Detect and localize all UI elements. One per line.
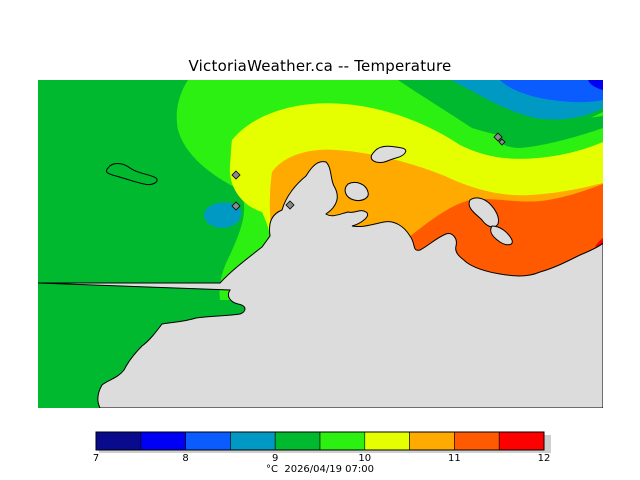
colorbar-tick-label: 10 (358, 453, 372, 464)
colorbar-tick-label: 7 (92, 453, 100, 464)
temp-band-8.5-9-west (204, 202, 242, 228)
temp-band-9-9.5-northeast (499, 116, 603, 148)
page-title: VictoriaWeather.ca -- Temperature (188, 57, 452, 75)
temp-band-8-8.5-north (500, 80, 603, 103)
peninsula-outline (344, 181, 369, 201)
colorbar-bin-8 (454, 431, 500, 451)
inlet-outline-southeast (490, 225, 513, 246)
island-outline-west (105, 163, 158, 185)
inlet-outline-east (468, 197, 499, 228)
colorbar-bin-6 (364, 431, 410, 451)
colorbar-bin-7 (409, 431, 455, 451)
station-marker-secondary[interactable] (498, 138, 506, 146)
colorbar-tick-label: 8 (182, 453, 189, 464)
colorbar-border (95, 431, 545, 451)
colorbar-tick-label: 11 (448, 453, 461, 464)
station-marker[interactable] (493, 132, 503, 142)
temp-band-7.5-8-north (588, 80, 603, 90)
colorbar-bin-5 (319, 431, 366, 451)
colorbar-bin-3 (230, 431, 276, 451)
station-marker[interactable] (285, 200, 295, 210)
colorbar-bin-1 (140, 431, 186, 451)
colorbar-bin-4 (274, 431, 321, 451)
colorbar-tick-label: 12 (537, 453, 551, 464)
timestamp-label: 2026/04/19 07:00 (284, 464, 374, 475)
station-marker[interactable] (231, 201, 241, 211)
station-marker[interactable] (231, 170, 241, 180)
colorbar-bin-9 (498, 431, 545, 451)
colorbar-bin-2 (185, 431, 231, 451)
inlet-outline-north (370, 145, 407, 163)
colorbar-tick-label: 9 (272, 453, 279, 464)
land-mass (38, 161, 603, 408)
unit-label: °C (266, 464, 278, 475)
colorbar-caption: °C 2026/04/19 07:00 (0, 464, 640, 475)
map-domain (38, 80, 603, 408)
colorbar-bin-0 (95, 431, 142, 451)
